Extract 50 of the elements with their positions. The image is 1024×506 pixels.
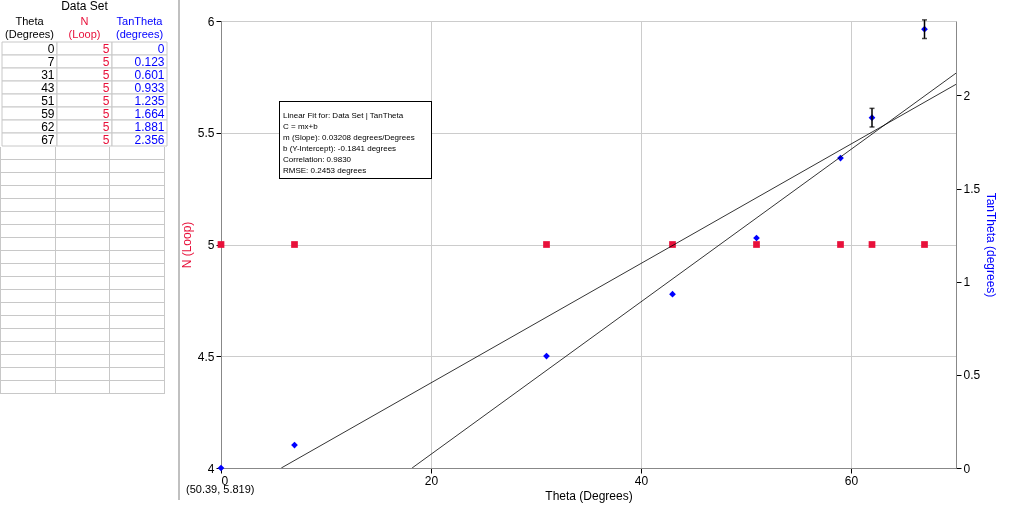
y-tick-label: 4.5: [197, 349, 215, 364]
x-axis-title: Theta (Degrees): [545, 488, 633, 503]
data-label: 1.664: [134, 106, 165, 121]
data-label: 5: [102, 119, 110, 134]
y-axis-title: N (Loop): [179, 221, 194, 269]
x-tick-label: TanTheta (degrees): [115, 14, 164, 40]
data-label: 5: [102, 41, 110, 56]
data-label: 0: [157, 41, 165, 56]
y2-tick-label: 0.5: [963, 368, 981, 383]
data-label: 5: [102, 80, 110, 95]
annotation: RMSE: 0.2453 degrees: [283, 165, 368, 176]
data-label: 51: [41, 93, 55, 108]
data-label: 62: [41, 119, 55, 134]
y2-tick-label: 1: [963, 275, 971, 290]
annotation: Linear Fit for: Data Set | TanTheta: [283, 110, 405, 121]
x-tick-label: N (Loop): [68, 14, 101, 40]
data-label: 43: [41, 80, 55, 95]
annotation: b (Y-Intercept): -0.1841 degrees: [283, 143, 398, 154]
data-label: 7: [47, 54, 55, 69]
data-label: 0.601: [134, 67, 165, 82]
data-label: 59: [41, 106, 55, 121]
annotation: Correlation: 0.9830: [283, 154, 353, 165]
data-label: 0.933: [134, 80, 165, 95]
data-label: 67: [41, 132, 55, 147]
y2-tick-label: 0: [963, 461, 971, 476]
chart-title: Data Set: [61, 0, 109, 13]
data-label: 5: [102, 67, 110, 82]
data-label: 1.881: [134, 119, 165, 134]
x-tick-label: 60: [844, 473, 859, 488]
annotation: C = mx+b: [283, 121, 319, 132]
x-tick-label: 20: [424, 473, 439, 488]
y-tick-label: 5.5: [197, 126, 215, 141]
y2-tick-label: 2: [963, 89, 971, 103]
data-label: 5: [102, 54, 110, 69]
data-label: 5: [102, 132, 110, 147]
y2-tick-label: 1.5: [963, 182, 981, 197]
x-tick-label: Theta (Degrees): [5, 14, 54, 40]
y-tick-label: 4: [207, 461, 215, 476]
y-tick-label: 5: [207, 238, 215, 252]
data-label: 31: [41, 67, 55, 82]
data-label: 1.235: [134, 93, 165, 108]
data-label: 5: [102, 93, 110, 108]
data-label: 5: [102, 106, 110, 121]
y-tick-label: 6: [207, 14, 215, 29]
annotation: m (Slope): 0.03208 degrees/Degrees: [283, 132, 415, 143]
x-tick-label: 40: [634, 473, 649, 488]
data-label: 0: [47, 41, 55, 56]
y2-axis-title: TanTheta (degrees): [984, 192, 999, 298]
data-label: 2.356: [134, 132, 165, 147]
data-label: 0.123: [134, 54, 165, 69]
